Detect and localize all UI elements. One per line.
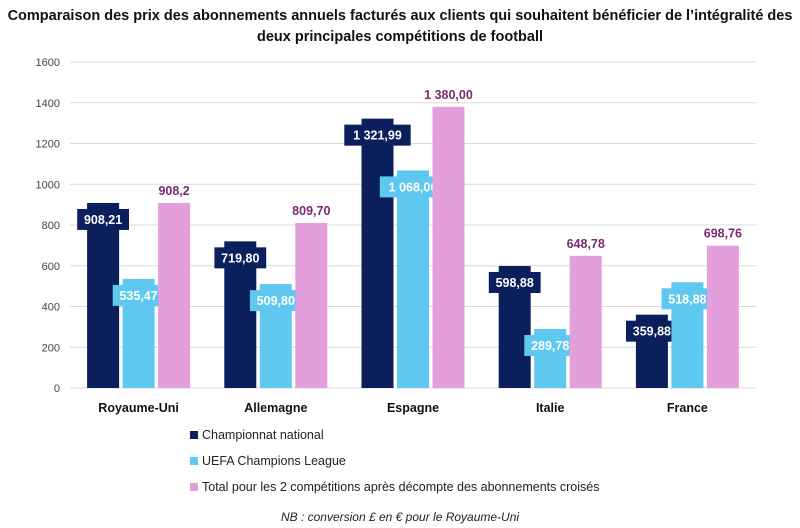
y-tick-label: 800 xyxy=(42,220,60,232)
data-label-box xyxy=(661,288,714,310)
bar xyxy=(397,170,429,388)
legend-swatch xyxy=(190,483,198,491)
y-tick-label: 0 xyxy=(54,383,60,395)
legend-item-total: Total pour les 2 compétitions après déco… xyxy=(190,480,599,494)
data-label: 1 321,99 xyxy=(353,129,402,143)
data-label: 535,47 xyxy=(119,289,157,303)
bar xyxy=(432,106,465,388)
legend-swatch xyxy=(190,457,198,465)
data-label: 908,2 xyxy=(158,184,189,198)
data-label: 809,70 xyxy=(292,204,330,218)
data-label-box xyxy=(214,247,267,269)
data-label-box xyxy=(249,290,302,312)
data-label: 518,88 xyxy=(668,292,706,306)
legend-item-championnat: Championnat national xyxy=(190,428,324,442)
y-tick-label: 200 xyxy=(42,342,60,354)
legend-swatch xyxy=(190,431,198,439)
data-label-box xyxy=(488,271,541,293)
bar xyxy=(361,118,394,389)
x-tick-label: Royaume-Uni xyxy=(98,401,179,415)
y-tick-label: 400 xyxy=(42,302,60,314)
y-tick-label: 1200 xyxy=(36,139,60,151)
y-tick-label: 1400 xyxy=(36,98,60,110)
legend-label: Championnat national xyxy=(202,428,324,442)
legend-label: Total pour les 2 compétitions après déco… xyxy=(202,480,600,494)
data-label: 698,76 xyxy=(704,227,742,241)
y-tick-label: 1000 xyxy=(36,179,60,191)
data-label: 1 380,00 xyxy=(424,88,473,102)
data-label-box xyxy=(112,284,165,306)
legend-label: UEFA Champions League xyxy=(202,454,346,468)
x-tick-label: Allemagne xyxy=(244,401,307,415)
data-label: 509,80 xyxy=(257,294,295,308)
y-tick-label: 600 xyxy=(42,261,60,273)
bar xyxy=(295,223,328,388)
x-tick-label: Italie xyxy=(536,401,565,415)
chart-title: Comparaison des prix des abonnements ann… xyxy=(7,8,793,45)
data-label-box xyxy=(77,208,129,230)
legend-item-ucl: UEFA Champions League xyxy=(190,454,346,468)
data-label-box xyxy=(626,320,678,342)
data-label: 719,80 xyxy=(221,251,259,265)
bar xyxy=(569,255,602,388)
data-label-box xyxy=(344,124,411,146)
x-tick-label: France xyxy=(667,401,708,415)
data-label-box xyxy=(524,334,577,356)
x-tick-label: Espagne xyxy=(387,401,439,415)
data-label: 289,78 xyxy=(531,339,569,353)
data-label: 359,88 xyxy=(633,325,671,339)
data-label: 1 068,00 xyxy=(389,180,438,194)
data-label: 908,21 xyxy=(84,213,122,227)
bar xyxy=(706,245,739,388)
footnote: NB : conversion £ en € pour le Royaume-U… xyxy=(280,510,520,524)
data-label: 648,78 xyxy=(567,237,605,251)
bar xyxy=(158,202,191,388)
y-tick-label: 1600 xyxy=(36,57,60,69)
data-label: 598,88 xyxy=(496,276,534,290)
data-label-box xyxy=(379,176,447,198)
